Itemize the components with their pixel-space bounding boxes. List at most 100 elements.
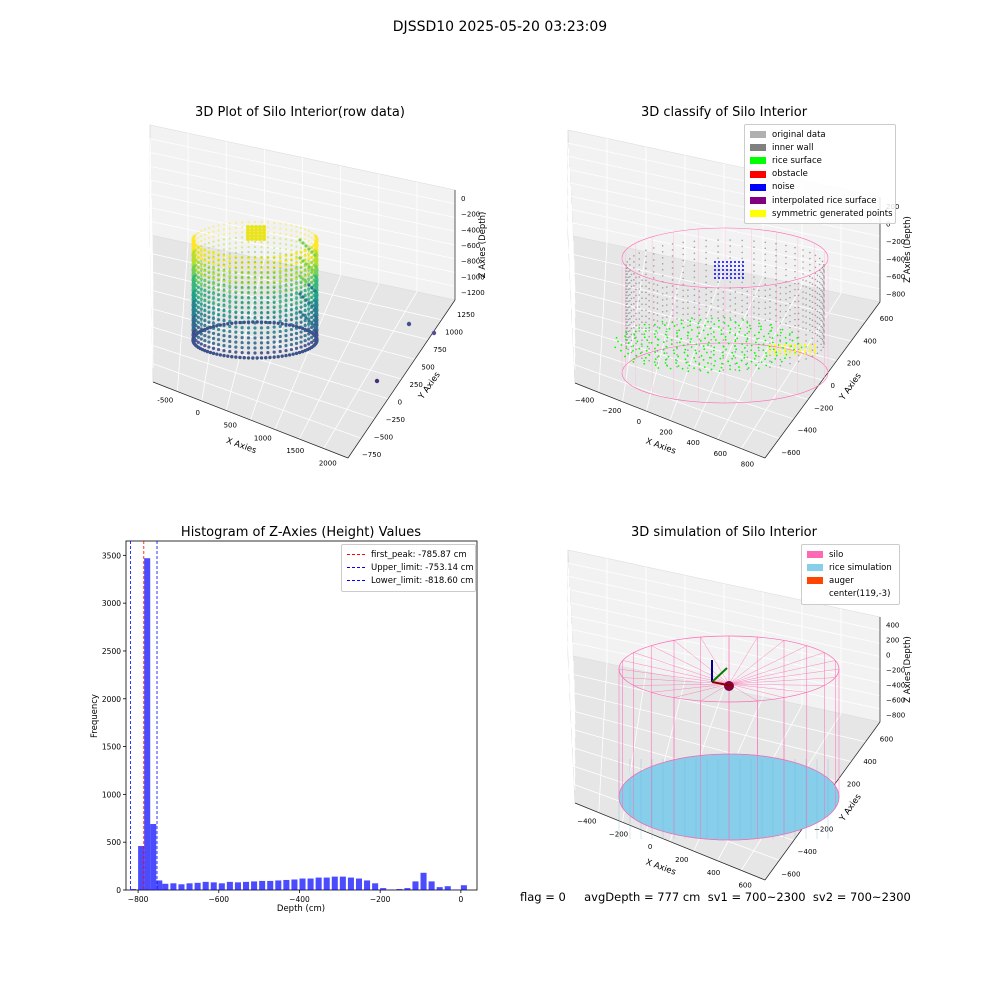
hist-bar: [226, 881, 233, 890]
hist-bar: [355, 878, 363, 890]
wall-point: [785, 298, 787, 301]
rice-point: [683, 351, 686, 354]
wall-point: [820, 325, 822, 328]
wall-point: [626, 321, 629, 323]
data-point: [301, 241, 305, 245]
rice-point: [722, 354, 725, 357]
wall-point: [666, 340, 668, 342]
y-tick-label: 200: [847, 780, 860, 788]
data-point: [310, 241, 313, 244]
data-point: [200, 299, 203, 303]
rice-point: [737, 324, 740, 327]
rice-point: [664, 333, 667, 336]
wall-point: [820, 277, 822, 280]
wall-point: [627, 276, 629, 279]
data-point: [197, 296, 200, 299]
wall-point: [645, 279, 647, 282]
wall-point: [821, 284, 824, 287]
data-point: [266, 231, 269, 234]
rice-point: [680, 322, 683, 325]
wall-point: [734, 309, 737, 311]
wall-point: [693, 306, 696, 309]
panel3-histogram: −800 −600 −400 −200 0 0500100015002000250030…: [90, 540, 478, 914]
wall-point: [741, 281, 743, 284]
rice-point: [713, 346, 716, 349]
data-point: [212, 260, 215, 263]
wall-point: [666, 352, 668, 354]
rice-point: [655, 330, 657, 332]
data-point: [253, 275, 257, 279]
wall-point: [816, 304, 819, 307]
wall-point: [652, 247, 655, 249]
data-point: [192, 239, 196, 243]
noise-point: [726, 277, 728, 279]
wall-point: [823, 317, 825, 320]
data-point: [310, 246, 313, 249]
data-point: [217, 279, 220, 282]
data-point: [197, 311, 200, 314]
rice-point: [643, 323, 646, 326]
wall-point: [785, 280, 787, 283]
wall-point: [652, 271, 655, 273]
wall-point: [814, 326, 817, 329]
wall-point: [823, 343, 825, 345]
data-point: [295, 285, 298, 288]
data-point: [228, 259, 232, 264]
legend-swatch: [807, 564, 823, 572]
data-point: [295, 240, 298, 243]
data-point: [253, 220, 257, 224]
data-point: [234, 286, 237, 289]
wall-point: [821, 314, 824, 317]
data-point: [203, 313, 206, 316]
wall-point: [645, 249, 647, 252]
data-point: [284, 322, 288, 327]
wall-point: [820, 313, 822, 316]
data-point: [217, 289, 220, 292]
grid-line: [717, 285, 803, 440]
wall-point: [687, 319, 689, 321]
data-point: [258, 234, 262, 238]
data-point: [218, 353, 223, 357]
data-point: [197, 306, 200, 309]
wall-point: [656, 302, 659, 304]
data-point: [222, 243, 226, 246]
wall-point: [746, 332, 749, 335]
data-point: [200, 229, 203, 233]
rice-point: [779, 331, 782, 334]
data-point: [315, 316, 319, 320]
data-point: [307, 229, 310, 233]
rice-point: [654, 358, 657, 361]
wall-point: [682, 277, 684, 280]
wall-point: [764, 319, 767, 322]
wall-point: [641, 309, 643, 311]
data-point: [216, 342, 221, 347]
data-point: [315, 281, 319, 285]
wall-point: [764, 283, 767, 286]
data-point: [212, 255, 215, 258]
wall-point: [710, 338, 713, 341]
data-point: [228, 272, 231, 275]
symmetric-point: [784, 347, 786, 349]
wall-point: [625, 276, 627, 278]
data-point: [266, 221, 269, 224]
data-point: [234, 325, 238, 329]
rice-point: [702, 358, 705, 361]
silo-roof-line: [651, 683, 730, 693]
legend-item: symmetric generated points: [750, 207, 893, 220]
data-point: [307, 322, 311, 326]
wall-point: [769, 306, 771, 308]
wall-point: [758, 307, 760, 310]
wall-point: [635, 318, 637, 321]
data-point: [266, 291, 269, 294]
data-point: [253, 245, 257, 249]
symmetric-point: [814, 353, 816, 355]
rice-point: [775, 351, 778, 354]
x-axis-line: [574, 802, 766, 881]
wall-point: [676, 353, 678, 356]
rice-point: [723, 322, 726, 324]
data-point: [304, 258, 307, 261]
wall-point: [814, 332, 817, 335]
data-point: [199, 252, 203, 256]
x-tick-label: 600: [738, 882, 751, 890]
wall-point: [822, 268, 825, 270]
